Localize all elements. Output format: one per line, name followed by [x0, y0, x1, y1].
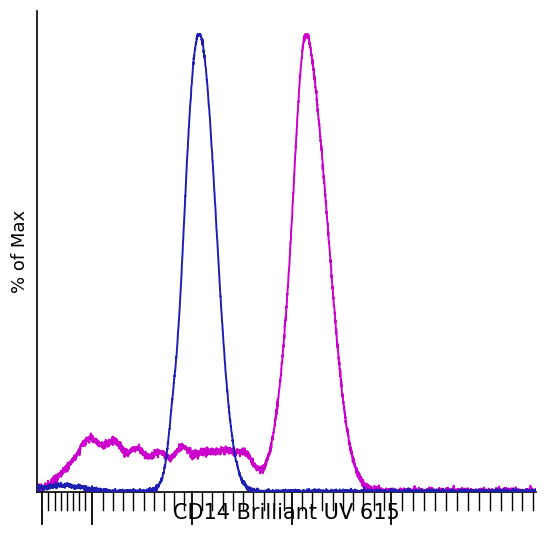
Y-axis label: % of Max: % of Max	[11, 210, 29, 293]
X-axis label: CD14 Brilliant UV 615: CD14 Brilliant UV 615	[173, 503, 400, 523]
